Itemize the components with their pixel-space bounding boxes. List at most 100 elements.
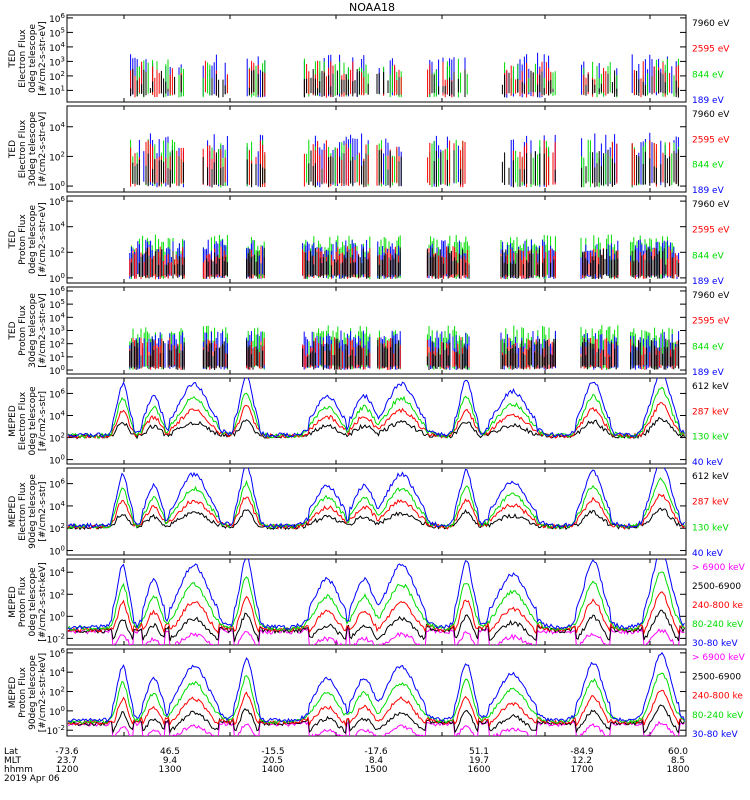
y-axis-label: Proton Flux (18, 576, 28, 627)
series-red (67, 689, 685, 728)
y-axis-label: [#/cm2-s-str-eV] (38, 21, 48, 96)
y-tick-label: 106 (49, 285, 65, 298)
panel-5: 100 102 104 106 MEPED Electron Flux 0deg teles… (8, 377, 729, 468)
y-tick-label: 103 (49, 325, 65, 338)
y-axis-label: TED (8, 321, 18, 340)
y-tick-label: 100 (49, 705, 65, 718)
y-tick-label: 100 (49, 545, 65, 558)
y-tick-label: 106 (49, 387, 65, 400)
series-black (129, 338, 680, 370)
panel-frame (66, 558, 687, 646)
legend-entry: 612 keV (692, 472, 729, 482)
y-axis-label: MEPED (8, 405, 18, 437)
series-blue (67, 651, 685, 723)
y-tick-label: 104 (49, 121, 65, 134)
x-tick-label-mlt: 9.4 (163, 756, 178, 766)
y-axis-label: Electron Flux (18, 29, 28, 88)
y-tick-label: 100 (49, 454, 65, 467)
y-axis-label: 30deg telescope (28, 111, 38, 186)
y-axis-label: [#/cm2-s-str-eV] (38, 112, 48, 187)
x-tick-label-lat: -15.5 (261, 747, 284, 757)
x-tick-label-lat: -73.6 (55, 747, 79, 757)
data-traces (130, 132, 679, 188)
x-tick-label-lat: 60.0 (668, 747, 688, 757)
legend-entry: 844 eV (692, 70, 725, 80)
legend-entry: 189 eV (692, 186, 725, 196)
x-tick-label-mlt: 19.7 (469, 756, 489, 766)
x-tick-label-lat: -84.9 (570, 747, 594, 757)
y-tick-label: 100 (49, 272, 65, 285)
legend-entry: 30-80 keV (692, 639, 738, 649)
x-tick-label-lat: 46.5 (160, 747, 180, 757)
series-green (67, 477, 685, 530)
y-axis-label: TED (8, 140, 18, 159)
legend-entry: 189 eV (692, 368, 725, 378)
series-red (67, 401, 685, 439)
y-tick-label: 104 (49, 221, 65, 234)
data-traces (67, 651, 685, 736)
series-red (130, 140, 679, 188)
x-tick-label-mlt: 20.5 (263, 756, 283, 766)
y-axis-label: TED (8, 230, 18, 249)
series-green (67, 672, 685, 725)
y-axis-label: 0deg telescope (28, 205, 38, 275)
y-tick-label: 100 (49, 180, 65, 193)
y-tick-label: 101 (49, 84, 65, 97)
y-tick-label: 105 (49, 26, 65, 39)
y-axis-label: Proton Flux (18, 214, 28, 265)
legend-entry: 7960 eV (692, 291, 730, 301)
series-red (67, 493, 685, 530)
legend-entry: 240-800 ke (692, 692, 743, 702)
series-red (129, 246, 680, 280)
y-tick-label: 104 (49, 311, 65, 324)
series-black (67, 704, 685, 735)
y-tick-label: 102 (49, 686, 65, 699)
series-blue (67, 468, 685, 529)
y-tick-label: 104 (49, 566, 65, 579)
y-axis-label: Proton Flux (18, 667, 28, 718)
x-tick-label-hhmm: 1500 (365, 765, 388, 775)
y-axis-label: 0deg telescope (28, 567, 38, 637)
y-tick-label: 106 (49, 12, 65, 25)
legend-entry: 40 keV (692, 549, 724, 559)
series-black (67, 416, 685, 440)
y-tick-label: 10-2 (47, 632, 65, 645)
y-axis-label: [#/cm2-s-str-eV] (38, 293, 48, 368)
x-tick-label-lat: -17.6 (364, 747, 388, 757)
legend-entry: 130 keV (692, 433, 729, 443)
y-axis-label: 30deg telescope (28, 293, 38, 368)
legend-entry: 844 eV (692, 161, 725, 171)
y-tick-label: 105 (49, 298, 65, 311)
series-green (67, 386, 685, 439)
legend-entry: 40 keV (692, 458, 724, 468)
y-tick-label: 100 (49, 364, 65, 377)
y-axis-label: Proton Flux (18, 305, 28, 356)
legend-entry: 844 eV (692, 251, 725, 261)
x-tick-label-hhmm: 1800 (667, 765, 690, 775)
y-tick-label: 102 (49, 432, 65, 445)
x-row-label: hhmm (4, 765, 33, 775)
x-axis-labels: LatMLThhmm-73.623.7120046.59.41300-15.52… (4, 747, 690, 784)
x-tick-label-hhmm: 1300 (159, 765, 182, 775)
legend-entry: 240-800 ke (692, 601, 743, 611)
date-label: 2019 Apr 06 (4, 774, 60, 784)
panel-3: 100 102 104 106 TED Proton Flux 0deg telescope… (8, 195, 730, 287)
y-axis-label: [#/cm2-s-str-eV] (38, 202, 48, 277)
legend-entry: 612 keV (692, 382, 729, 392)
y-tick-label: 106 (49, 478, 65, 491)
y-tick-label: 104 (49, 41, 65, 54)
y-tick-label: 101 (49, 351, 65, 364)
panel-frame (66, 105, 687, 193)
panel-8: 10-2 100 102 104 106 MEPED Proton Flux 90deg te… (8, 647, 746, 740)
chart-title: NOAA18 (349, 1, 395, 14)
series-black (67, 609, 685, 642)
series-black (132, 149, 679, 188)
panel-frame (66, 377, 687, 465)
legend-entry: 2595 eV (692, 226, 730, 236)
panel-frame (66, 195, 687, 284)
data-traces (67, 468, 685, 531)
y-axis-label: 90deg telescope (28, 474, 38, 549)
